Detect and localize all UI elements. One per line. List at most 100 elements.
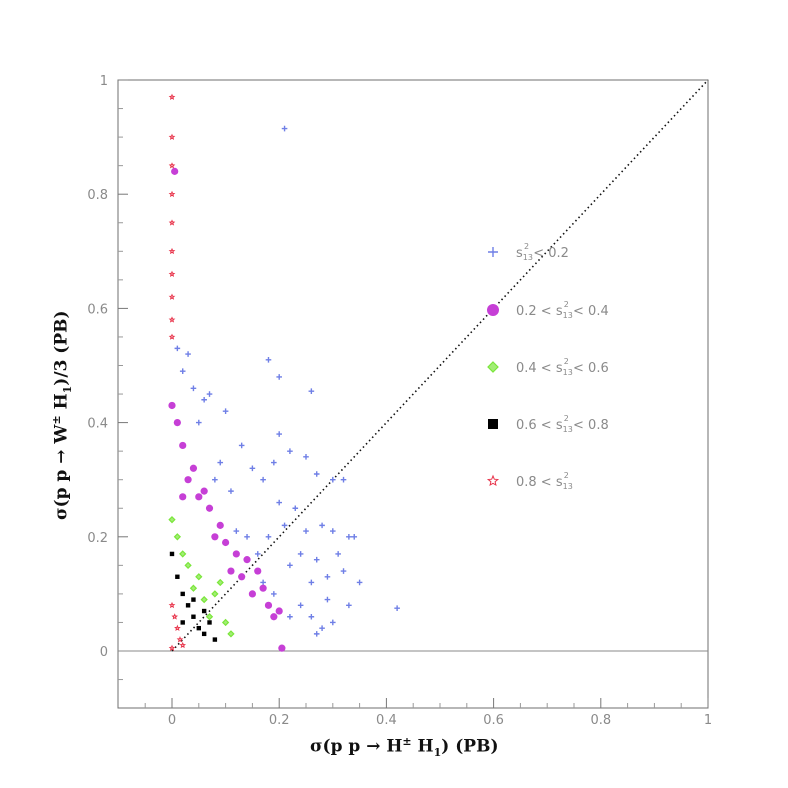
data-point-black: [212, 637, 218, 642]
data-point-blue: [260, 476, 266, 483]
data-point-magenta: [200, 487, 208, 495]
data-point-blue: [297, 551, 304, 557]
data-point-red: [171, 613, 179, 620]
data-point-red: [168, 316, 176, 323]
data-point-blue: [335, 551, 341, 557]
legend-entry-label: 0.4 < s132 < 0.6: [516, 357, 609, 377]
data-point-black: [180, 620, 185, 625]
x-tick-label: 0.8: [590, 713, 611, 728]
data-point-magenta: [278, 644, 286, 652]
data-point-blue: [340, 568, 347, 574]
y-tick-label: 0.8: [87, 188, 108, 203]
data-point-blue: [319, 522, 325, 529]
x-tick-label: 0.4: [376, 713, 397, 728]
x-axis-label: σ(p p → H± H1) (PB): [310, 735, 499, 760]
data-point-red: [168, 219, 176, 226]
data-point-blue: [281, 125, 288, 132]
legend-entry-label: s132 < 0.2: [516, 242, 569, 262]
legend-entry-label: 0.2 < s132 < 0.4: [516, 300, 609, 320]
data-point-red: [168, 293, 176, 300]
data-point-magenta: [232, 550, 240, 558]
data-point-magenta: [195, 493, 203, 501]
data-point-blue: [324, 573, 331, 580]
data-point-black: [201, 608, 207, 614]
data-point-magenta: [222, 538, 230, 547]
y-axis-label: σ(p p → W± H1)/3 (PB): [50, 310, 75, 520]
data-point-green: [189, 584, 198, 592]
data-point-blue: [174, 345, 181, 352]
data-point-blue: [287, 613, 293, 620]
data-point-blue: [276, 431, 282, 437]
data-point-blue: [233, 528, 240, 534]
data-point-blue: [292, 505, 299, 512]
axis-ticks: 0 0.2 0.4 0.6 0.8 1 0 0.2 0.4 0.6 0.8 1: [87, 74, 712, 728]
data-point-red: [168, 133, 176, 140]
data-point-magenta: [216, 521, 224, 529]
data-point-magenta: [275, 607, 283, 615]
data-point-blue: [394, 605, 400, 611]
data-point-blue: [265, 356, 272, 363]
legend: s132 < 0.2 0.2 < s132 < 0.4 0.4 < s132 < 0…: [486, 242, 609, 491]
data-point-blue: [271, 591, 277, 597]
data-point-blue: [287, 448, 293, 454]
data-point-blue: [303, 454, 309, 460]
data-point-magenta: [227, 567, 235, 575]
data-point-blue: [179, 368, 186, 375]
data-point-blue: [276, 499, 282, 506]
data-point-magenta: [254, 567, 262, 575]
x-tick-label: 0.2: [269, 713, 290, 728]
legend-marker: [486, 474, 500, 487]
data-point-red: [168, 190, 176, 198]
data-point-green: [173, 533, 182, 541]
data-point-magenta: [173, 419, 181, 427]
data-point-red: [179, 641, 187, 649]
data-point-blue: [340, 476, 347, 483]
legend-entry-label: 0.8 < s132: [516, 471, 573, 491]
data-point-red: [168, 644, 176, 652]
data-point-blue: [260, 579, 266, 586]
data-point-blue: [201, 396, 207, 403]
data-point-red: [168, 270, 176, 277]
data-point-red: [168, 601, 176, 609]
data-point-blue: [346, 534, 352, 540]
data-point-black: [191, 614, 196, 619]
data-point-black: [180, 591, 185, 597]
x-tick-label: 1: [704, 713, 712, 728]
data-point-blue: [313, 631, 320, 637]
data-point-blue: [271, 459, 277, 466]
data-point-blue: [196, 419, 202, 426]
data-point-red: [168, 93, 176, 100]
data-point-green: [179, 550, 187, 558]
data-point-green: [227, 630, 235, 638]
data-point-blue: [346, 602, 352, 609]
data-point-red: [176, 636, 184, 643]
data-point-green: [195, 573, 203, 581]
data-point-blue: [308, 579, 315, 586]
data-point-blue: [351, 534, 358, 540]
data-point-black: [207, 620, 212, 625]
data-point-green: [205, 613, 214, 621]
data-point-blue: [206, 391, 213, 397]
data-point-blue: [222, 408, 229, 414]
data-point-blue: [276, 374, 282, 380]
data-point-magenta: [205, 504, 214, 512]
data-point-black: [196, 625, 201, 631]
y-tick-label: 1: [100, 74, 108, 89]
data-point-blue: [330, 528, 336, 534]
data-point-magenta: [168, 401, 176, 410]
data-point-blue: [313, 556, 320, 563]
data-point-magenta: [179, 441, 187, 450]
data-point-red: [168, 162, 176, 169]
data-point-black: [201, 631, 207, 637]
data-point-blue: [297, 602, 304, 609]
data-point-blue: [217, 459, 224, 466]
data-point-magenta: [259, 584, 267, 592]
data-point-blue: [324, 596, 331, 603]
data-point-red: [174, 624, 181, 632]
data-point-black: [191, 597, 196, 602]
data-point-green: [216, 578, 224, 587]
data-point-blue: [265, 534, 272, 540]
legend-entry-label: 0.6 < s132 < 0.8: [516, 414, 609, 434]
data-point-magenta: [171, 167, 179, 175]
y-tick-label: 0: [100, 645, 108, 660]
